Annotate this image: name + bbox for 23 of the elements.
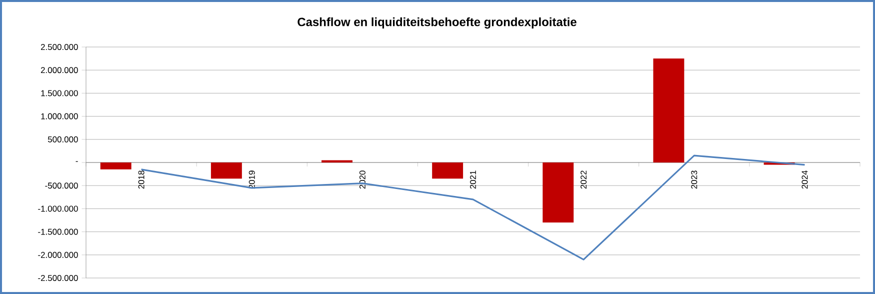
bar	[100, 162, 132, 170]
x-tick-label: 2024	[802, 170, 808, 189]
y-tick-label: -1.500.000	[38, 228, 78, 235]
y-tick-label: -	[76, 161, 78, 162]
y-tick-label: 1.000.000	[41, 113, 78, 120]
x-tick-label: 2018	[138, 170, 144, 189]
chart-title: Cashflow en liquiditeitsbehoefte grondexploitatie	[298, 17, 576, 29]
x-tick-label: 2021	[470, 170, 476, 189]
y-tick-label: -1.000.000	[38, 206, 78, 212]
x-tick-label: 2022	[580, 170, 587, 189]
x-tick-label: 2023	[691, 170, 698, 189]
y-tick-label: -500.000	[45, 182, 78, 189]
bar	[653, 58, 684, 162]
bar	[210, 162, 242, 179]
y-tick-label: -2.500.000	[38, 275, 78, 281]
line-series	[140, 154, 806, 260]
y-tick-label: 2.000.000	[40, 67, 78, 74]
bar	[432, 162, 464, 179]
y-tick-label: -2.000.000	[38, 252, 78, 258]
y-tick-label: 2.500.000	[40, 44, 78, 50]
y-tick-label: 1.500.000	[41, 90, 78, 96]
bar	[542, 162, 574, 223]
y-tick-label: 500.000	[48, 136, 78, 142]
